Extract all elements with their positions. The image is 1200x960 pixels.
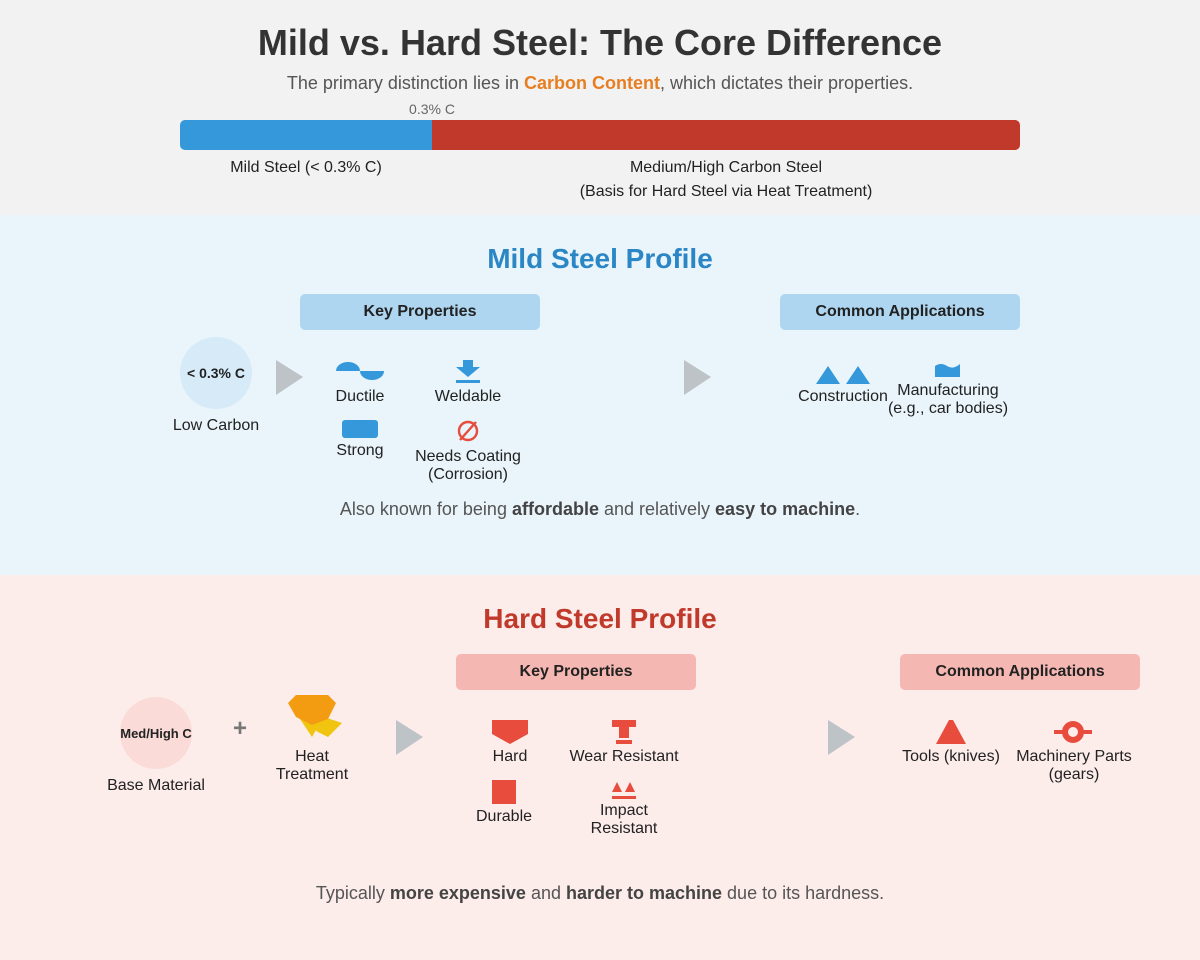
ductile-wave-icon (336, 362, 384, 380)
hard-shield-icon (492, 720, 528, 744)
mild-section-title: Mild Steel Profile (487, 243, 713, 274)
note-bold: easy to machine (715, 499, 856, 519)
note-bold: more expensive (389, 883, 526, 903)
hard-carbon-bar (432, 120, 1020, 150)
prop-impact-resistant-sub: Resistant (590, 820, 658, 837)
base-material-label: Base Material (107, 777, 205, 794)
prop-strong: Strong (336, 442, 384, 459)
knife-tool-icon (936, 720, 966, 744)
heat-treatment-label-2: Treatment (275, 766, 349, 783)
arrow-right-icon (684, 360, 711, 395)
durable-block-icon (492, 780, 516, 804)
note-text: due to its hardness. (722, 883, 885, 903)
prop-impact-resistant: Impact (599, 802, 648, 819)
note-bold: harder to machine (566, 883, 723, 903)
strong-block-icon (342, 420, 378, 438)
prop-durable: Durable (475, 808, 533, 825)
wear-anvil-icon (612, 720, 636, 744)
hard-section-title: Hard Steel Profile (483, 603, 717, 634)
prop-needs-coating: Needs Coating (415, 448, 521, 465)
note-text: Also known for being (339, 499, 512, 519)
prop-wear-resistant: Wear Resistant (569, 748, 679, 765)
mild-applications-header: Common Applications (780, 294, 1020, 330)
hard-key-properties-header: Key Properties (456, 654, 696, 690)
med-high-carbon-circle: Med/High C (120, 697, 192, 769)
subtitle-text-end: , which dictates their properties. (659, 73, 914, 93)
app-manufacturing-sub: (e.g., car bodies) (887, 400, 1009, 417)
prop-ductile: Ductile (335, 388, 385, 405)
mild-carbon-bar (180, 120, 432, 150)
arrow-right-icon (828, 720, 855, 755)
arrow-right-icon (396, 720, 423, 755)
hard-applications-header: Common Applications (900, 654, 1140, 690)
carbon-overview-section: Mild vs. Hard Steel: The Core Difference… (0, 0, 1200, 215)
plus-sign: + (232, 715, 247, 742)
subtitle-text: The primary distinction lies in (286, 73, 524, 93)
construction-icon (816, 366, 870, 384)
threshold-label: 0.3% C (409, 101, 455, 117)
prop-hard: Hard (492, 748, 528, 765)
app-machinery-parts-sub: (gears) (1048, 766, 1100, 783)
low-carbon-circle: < 0.3% C (180, 337, 252, 409)
page-subtitle: The primary distinction lies in Carbon C… (0, 73, 1200, 94)
prop-weldable: Weldable (434, 388, 502, 405)
note-text: and relatively (598, 499, 716, 519)
mild-note: Also known for being affordable and rela… (0, 499, 1200, 520)
no-coating-icon (457, 420, 479, 442)
hard-bar-label-line2: (Basis for Hard Steel via Heat Treatment… (579, 183, 873, 200)
note-bold: affordable (511, 499, 599, 519)
note-text: . (855, 499, 861, 519)
mild-bar-label: Mild Steel (< 0.3% C) (230, 159, 382, 176)
mild-steel-section: Mild Steel Profile Key Properties Common… (0, 215, 1200, 575)
hard-bar-label-line1: Medium/High Carbon Steel (629, 159, 823, 176)
prop-needs-coating-sub: (Corrosion) (427, 466, 508, 483)
hard-note: Typically more expensive and harder to m… (0, 883, 1200, 904)
app-tools: Tools (knives) (902, 748, 1000, 765)
app-construction: Construction (798, 388, 888, 405)
hard-steel-section: Hard Steel Profile Key Properties Common… (0, 575, 1200, 960)
impact-icon (612, 782, 636, 799)
page-title: Mild vs. Hard Steel: The Core Difference (257, 22, 943, 63)
subtitle-highlight: Carbon Content (523, 73, 660, 93)
arrow-right-icon (276, 360, 303, 395)
mild-key-properties-header: Key Properties (300, 294, 540, 330)
note-text: and (525, 883, 566, 903)
car-body-icon (935, 364, 960, 377)
low-carbon-label: Low Carbon (172, 417, 260, 434)
gear-icon (1054, 721, 1092, 743)
app-machinery-parts: Machinery Parts (1016, 748, 1132, 765)
heat-treatment-icon (288, 695, 342, 737)
weld-down-arrow-icon (456, 360, 480, 383)
note-text: Typically (315, 883, 390, 903)
app-manufacturing: Manufacturing (897, 382, 999, 399)
heat-treatment-label: Heat (295, 748, 329, 765)
